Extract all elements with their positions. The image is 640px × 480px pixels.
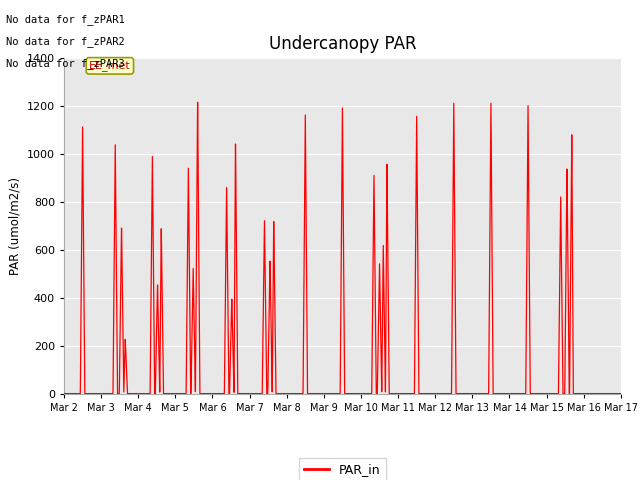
- Text: No data for f_zPAR2: No data for f_zPAR2: [6, 36, 125, 47]
- Y-axis label: PAR (umol/m2/s): PAR (umol/m2/s): [8, 177, 21, 275]
- Text: No data for f_zPAR1: No data for f_zPAR1: [6, 14, 125, 25]
- Text: EE_met: EE_met: [89, 60, 131, 72]
- Text: No data for f_zPAR3: No data for f_zPAR3: [6, 58, 125, 69]
- Title: Undercanopy PAR: Undercanopy PAR: [269, 35, 416, 53]
- Legend: PAR_in: PAR_in: [299, 458, 386, 480]
